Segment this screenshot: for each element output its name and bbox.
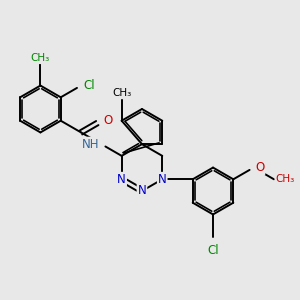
Text: CH₃: CH₃ xyxy=(275,174,295,184)
Text: O: O xyxy=(103,114,112,127)
Text: N: N xyxy=(117,173,126,186)
Text: CH₃: CH₃ xyxy=(112,88,131,98)
Text: Cl: Cl xyxy=(83,79,94,92)
Text: CH₃: CH₃ xyxy=(31,53,50,63)
Text: O: O xyxy=(255,161,264,174)
Text: N: N xyxy=(138,184,146,197)
Text: NH: NH xyxy=(82,138,100,151)
Text: Cl: Cl xyxy=(207,244,219,257)
Text: N: N xyxy=(158,173,167,186)
